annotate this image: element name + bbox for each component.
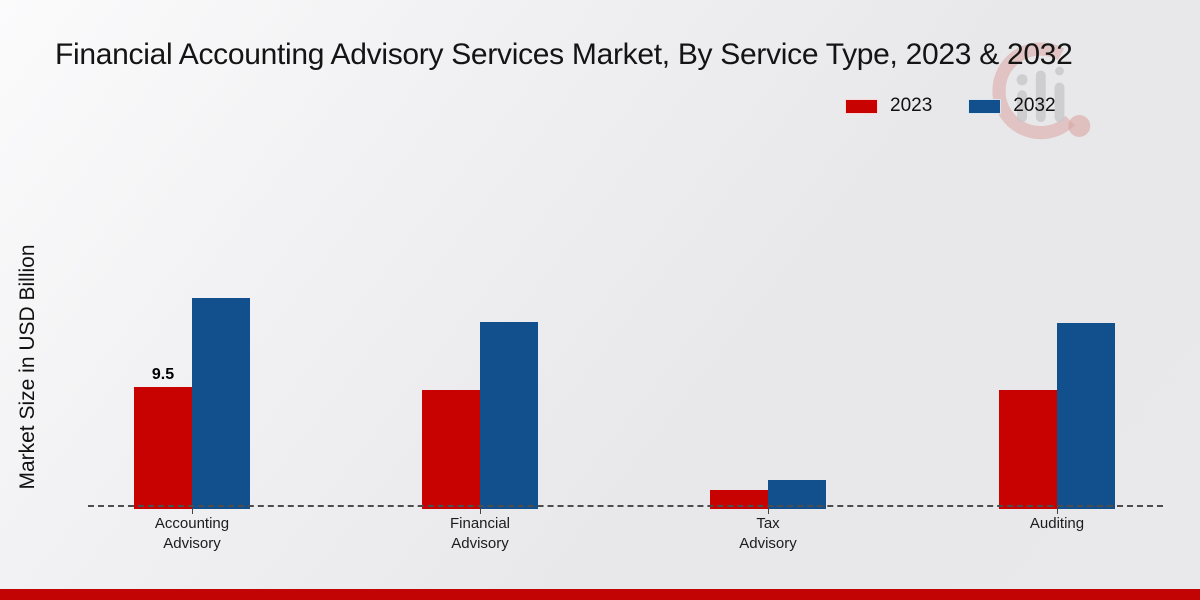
- bar-2032-accounting-advisory: [192, 298, 250, 509]
- bottom-accent-bar: [0, 589, 1200, 600]
- legend: 2023 2032: [845, 95, 1056, 117]
- bar-2023-tax-advisory: [710, 489, 768, 509]
- x-axis-tick-accounting-advisory: [192, 507, 193, 514]
- mrfr-watermark-logo: [992, 42, 1091, 140]
- category-label-auditing: Auditing: [1029, 515, 1085, 532]
- bar-2023-financial-advisory: [422, 389, 480, 509]
- x-axis-tick-auditing: [1057, 507, 1058, 514]
- bar-value-label-2023-accounting-advisory: 9.5: [151, 366, 175, 384]
- category-label-financial-advisory: Financial Advisory: [449, 515, 511, 552]
- bar-2023-auditing: [999, 389, 1057, 509]
- category-label-tax-advisory: Tax Advisory: [739, 515, 797, 552]
- bar-2023-accounting-advisory: [134, 387, 192, 509]
- legend-swatch-2023: [845, 98, 878, 114]
- x-axis-baseline: [88, 505, 1163, 507]
- legend-swatch-2032: [968, 98, 1002, 114]
- bar-2032-auditing: [1057, 322, 1115, 509]
- x-axis-tick-financial-advisory: [480, 507, 481, 514]
- legend-label-2032: 2032: [1013, 95, 1056, 116]
- legend-item-2023: 2023: [845, 95, 932, 117]
- category-label-accounting-advisory: Accounting Advisory: [154, 515, 230, 552]
- bar-2032-financial-advisory: [480, 321, 538, 509]
- legend-item-2032: 2032: [968, 95, 1056, 117]
- bar-2032-tax-advisory: [768, 479, 826, 509]
- x-axis-tick-tax-advisory: [768, 507, 769, 514]
- chart-title: Financial Accounting Advisory Services M…: [55, 38, 1073, 71]
- legend-label-2023: 2023: [890, 95, 933, 116]
